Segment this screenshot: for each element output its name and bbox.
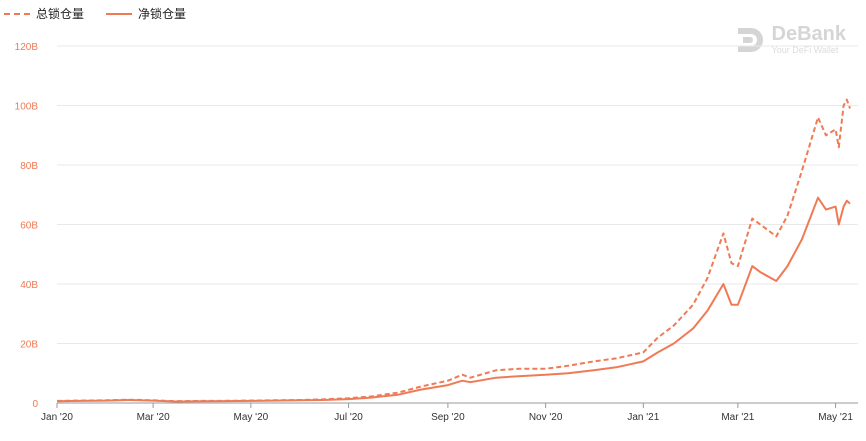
legend-swatch-dashed [4, 12, 30, 15]
chart-legend: 总锁仓量 净锁仓量 [4, 5, 186, 22]
x-tick-label: Jan '21 [627, 412, 659, 423]
legend-item-total[interactable]: 总锁仓量 [4, 5, 84, 22]
y-tick-label: 120B [15, 42, 39, 53]
x-tick-label: Jul '20 [334, 412, 363, 423]
y-tick-label: 20B [20, 340, 38, 351]
x-tick-label: Nov '20 [529, 412, 563, 423]
x-tick-label: Jan '20 [41, 412, 73, 423]
series-line-total [56, 98, 851, 403]
x-tick-label: Mar '20 [137, 412, 170, 423]
x-tick-label: May '21 [818, 412, 853, 423]
x-tick-label: Mar '21 [721, 412, 754, 423]
y-tick-label: 60B [20, 221, 38, 232]
x-tick-label: May '20 [233, 412, 268, 423]
legend-label-net: 净锁仓量 [138, 7, 187, 21]
y-tick-label: 80B [20, 161, 38, 172]
watermark-name: DeBank [771, 23, 846, 45]
legend-swatch-solid [106, 12, 133, 15]
y-tick-label: 40B [20, 280, 38, 291]
series-line-net [56, 196, 851, 403]
x-tick-label: Sep '20 [431, 412, 465, 423]
watermark-tagline: Your DeFi Wallet [771, 45, 839, 55]
legend-item-net[interactable]: 净锁仓量 [106, 5, 186, 22]
legend-label-total: 总锁仓量 [36, 7, 85, 21]
y-tick-label: 0 [32, 399, 38, 410]
y-tick-label: 100B [15, 102, 39, 113]
